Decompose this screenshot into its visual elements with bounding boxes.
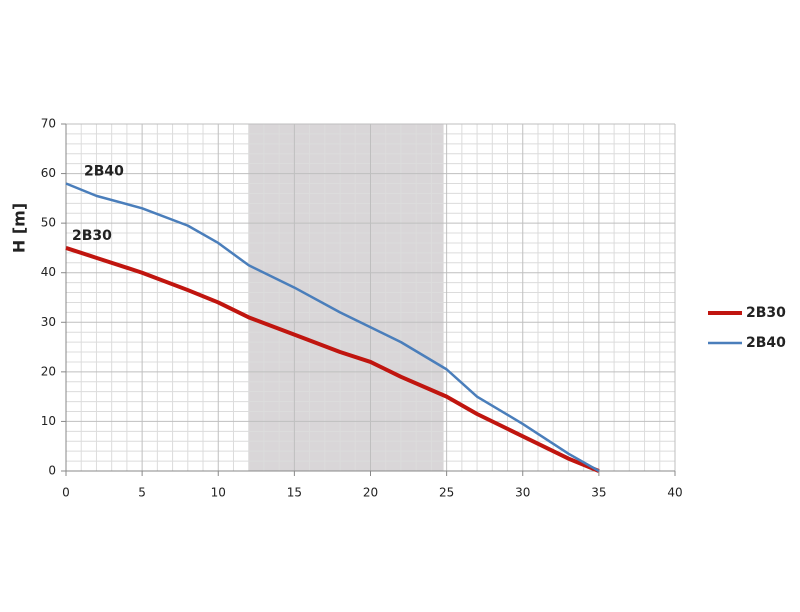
y-tick-label: 50 [41,216,56,230]
y-tick-label: 10 [41,414,56,428]
y-tick-label: 20 [41,364,56,378]
shaded-range [248,124,444,471]
y-tick-label: 40 [41,265,56,279]
x-tick-label: 0 [62,486,70,500]
y-tick-label: 0 [48,464,56,478]
y-tick-label: 60 [41,166,56,180]
y-axis-label: H [m] [10,203,29,253]
series-line [65,246,600,473]
x-tick-label: 35 [591,486,606,500]
x-tick-label: 10 [211,486,226,500]
x-tick-label: 40 [667,486,682,500]
x-tick-label: 15 [287,486,302,500]
y-tick-label: 70 [41,117,56,131]
x-tick-label: 20 [363,486,378,500]
legend-label: 2B40 [746,335,786,351]
y-tick-label: 30 [41,315,56,329]
series-line [65,182,600,473]
x-tick-label: 30 [515,486,530,500]
legend-label: 2B30 [746,305,786,321]
x-tick-label: 5 [138,486,146,500]
series-label: 2B40 [84,163,124,179]
x-tick-label: 25 [439,486,454,500]
series-label: 2B30 [72,228,112,244]
